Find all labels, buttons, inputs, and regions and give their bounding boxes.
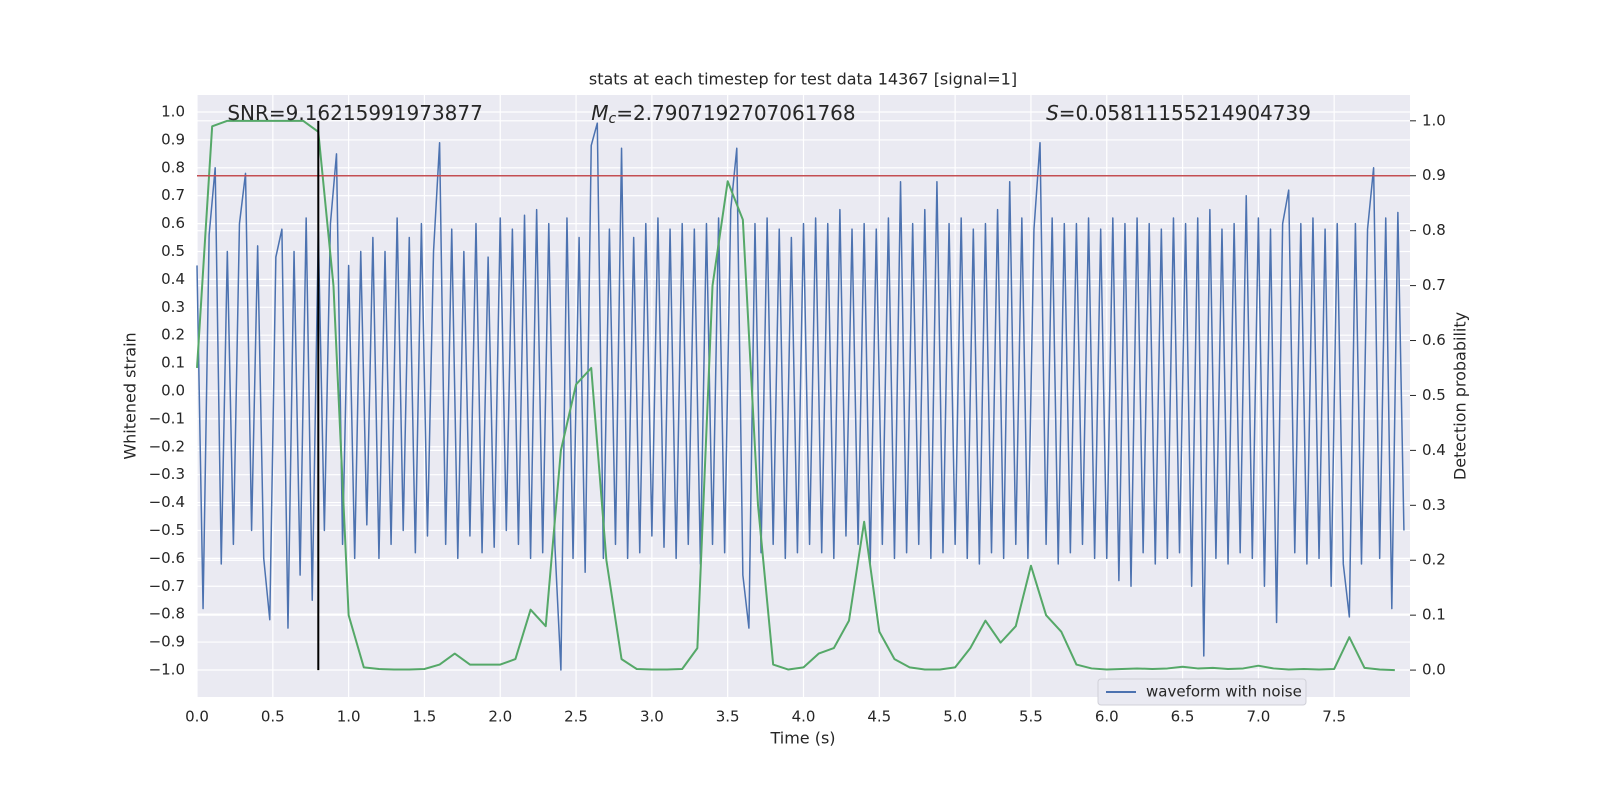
x-axis-label: Time (s) xyxy=(769,729,835,748)
y2-tick-label: 0.2 xyxy=(1422,551,1446,569)
y2-tick-label: 0.7 xyxy=(1422,276,1446,294)
x-tick-label: 4.5 xyxy=(867,708,891,726)
y-tick-label: 0.5 xyxy=(161,242,185,260)
y-tick-label: 0.6 xyxy=(161,214,185,232)
y-tick-label: 0.8 xyxy=(161,158,185,176)
x-tick-label: 6.0 xyxy=(1095,708,1119,726)
annotation-text: SNR=9.16215991973877 xyxy=(227,101,483,125)
x-tick-label: 6.5 xyxy=(1171,708,1195,726)
x-tick-label: 7.0 xyxy=(1246,708,1270,726)
y-tick-label: 0.4 xyxy=(161,270,185,288)
x-tick-label: 4.0 xyxy=(792,708,816,726)
y-tick-label: 0.7 xyxy=(161,186,185,204)
annotation: S=0.05811155214904739 xyxy=(1046,101,1311,125)
x-tick-label: 7.5 xyxy=(1322,708,1346,726)
y-tick-label: −0.3 xyxy=(149,465,185,483)
y-tick-label: −0.6 xyxy=(149,549,185,567)
series-line xyxy=(196,122,1405,671)
series-line xyxy=(196,119,1395,672)
y-tick-label: 0.1 xyxy=(161,354,185,372)
y2-tick-label: 0.8 xyxy=(1422,221,1446,239)
annotation-text: =0.05811155214904739 xyxy=(1059,101,1311,125)
y-tick-label: 0.3 xyxy=(161,298,185,316)
annotation: SNR=9.16215991973877 xyxy=(227,101,483,125)
x-tick-label: 0.5 xyxy=(261,708,285,726)
y-tick-label: −0.9 xyxy=(149,633,185,651)
chart-title: stats at each timestep for test data 143… xyxy=(589,70,1017,89)
y-tick-label: −0.1 xyxy=(149,409,185,427)
y-tick-label: 0.0 xyxy=(161,381,185,399)
y-tick-label: −0.2 xyxy=(149,437,185,455)
y2-tick-label: 0.3 xyxy=(1422,496,1446,514)
y-tick-label: −0.8 xyxy=(149,605,185,623)
x-tick-label: 1.0 xyxy=(337,708,361,726)
y-tick-label: −0.5 xyxy=(149,521,185,539)
y2-tick-label: 0.4 xyxy=(1422,441,1446,459)
annotation-symbol: M xyxy=(591,101,608,125)
x-tick-label: 2.5 xyxy=(564,708,588,726)
annotation-text: =2.7907192707061768 xyxy=(616,101,855,125)
x-tick-label: 5.5 xyxy=(1019,708,1043,726)
y2-axis-label: Detection probability xyxy=(1451,312,1470,480)
legend-box xyxy=(1097,678,1307,706)
y2-tick-label: 0.9 xyxy=(1422,166,1446,184)
annotation-symbol: S xyxy=(1046,101,1059,125)
annotation: Mc=2.7907192707061768 xyxy=(591,101,855,128)
y2-tick-label: 1.0 xyxy=(1422,111,1446,129)
x-tick-label: 3.0 xyxy=(640,708,664,726)
x-tick-label: 3.5 xyxy=(716,708,740,726)
y-tick-label: −0.4 xyxy=(149,493,185,511)
y-tick-label: −1.0 xyxy=(149,660,185,678)
y-tick-label: 0.2 xyxy=(161,326,185,344)
y2-tick-label: 0.6 xyxy=(1422,331,1446,349)
annotation-subscript: c xyxy=(608,111,616,127)
legend-label: waveform with noise xyxy=(1146,683,1302,701)
x-tick-label: 0.0 xyxy=(185,708,209,726)
y-axis-label: Whitened strain xyxy=(121,332,140,459)
y-tick-label: −0.7 xyxy=(149,577,185,595)
x-tick-label: 5.0 xyxy=(943,708,967,726)
x-tick-label: 1.5 xyxy=(413,708,437,726)
y2-tick-label: 0.1 xyxy=(1422,606,1446,624)
y-tick-label: 0.9 xyxy=(161,130,185,148)
x-tick-label: 2.0 xyxy=(488,708,512,726)
y2-tick-label: 0.5 xyxy=(1422,386,1446,404)
y2-tick-label: 0.0 xyxy=(1422,661,1446,679)
y-tick-label: 1.0 xyxy=(161,103,185,121)
